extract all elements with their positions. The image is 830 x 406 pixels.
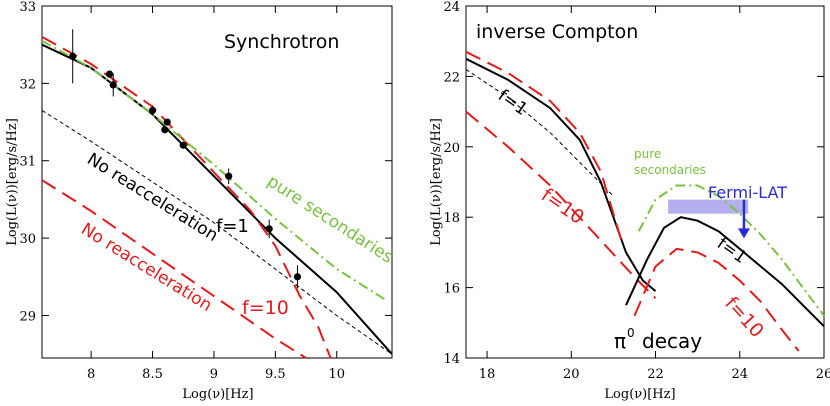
- ic-series-ic-f-1-no-reacceleration: [465, 68, 614, 197]
- left-axis-ticks: 8 8.5 9 9.5 10 29 30 31 32 33: [19, 0, 392, 382]
- ic-y-tick-label: 14: [443, 352, 460, 367]
- ic-x-tick-label: 18: [479, 367, 496, 382]
- ic-series--0-decay-f-10: [633, 247, 800, 352]
- label-f10-sync: f=10: [242, 297, 289, 319]
- left-x-axis-label: Log(ν)[Hz]: [182, 387, 253, 402]
- data-point: [105, 70, 114, 78]
- sync-x-tick-label: 8.5: [142, 367, 163, 382]
- sync-y-tick-label: 33: [19, 0, 36, 15]
- inverse-compton-panel: 18 20 22 24 26 14 16 18 20 22 24 inverse Compton f…: [429, 0, 830, 402]
- ic-y-tick-label: 22: [443, 70, 460, 85]
- ic-series--0-decay-f-1: [625, 216, 825, 328]
- fermi-lat-band: [668, 199, 749, 214]
- data-point: [225, 172, 233, 180]
- label-f10-ic: f=10: [537, 184, 588, 229]
- label-fermi-lat: Fermi-LAT: [708, 183, 787, 202]
- sync-series-no-reacceleration-f-10-: [41, 179, 307, 359]
- right-plot-frame: [465, 5, 825, 359]
- label-f1-sync: f=1: [216, 216, 249, 237]
- data-point: [161, 126, 169, 134]
- left-title: Synchrotron: [224, 31, 339, 53]
- sync-y-tick-label: 29: [19, 309, 36, 324]
- sync-series-f-10: [41, 36, 332, 359]
- right-series: [465, 50, 825, 352]
- left-plot-frame: [41, 5, 393, 359]
- ic-x-tick-label: 26: [816, 367, 830, 382]
- label-decay: decay: [642, 329, 702, 353]
- label-pure-ic: pure: [634, 147, 661, 161]
- ic-x-tick-label: 22: [647, 367, 664, 382]
- sync-x-tick-label: 10: [328, 367, 345, 382]
- label-pure-secondaries-sync: pure secondaries: [263, 171, 397, 267]
- fermi-arrow-head: [737, 228, 750, 239]
- label-secondaries-ic: secondaries: [634, 163, 706, 177]
- data-point: [293, 273, 302, 281]
- sync-y-tick-label: 30: [19, 232, 36, 247]
- ic-y-tick-label: 16: [443, 282, 460, 297]
- data-point: [163, 118, 171, 126]
- left-y-axis-label: Log(L(ν))[erg/s/Hz]: [5, 118, 20, 246]
- data-point: [109, 81, 117, 89]
- ic-series-pure-secondaries: [637, 184, 825, 317]
- sync-y-tick-label: 32: [19, 77, 36, 92]
- right-x-axis-label: Log(ν)[Hz]: [604, 387, 675, 402]
- label-pi-superscript: 0: [627, 326, 635, 340]
- data-point: [265, 225, 273, 233]
- ic-series-ic-f-10: [465, 50, 623, 243]
- left-series: [41, 36, 393, 359]
- data-point: [148, 106, 157, 115]
- right-y-axis-label: Log(L(ν))[erg/s/Hz]: [429, 118, 444, 246]
- right-axis-ticks: 18 20 22 24 26 14 16 18 20 22 24: [443, 0, 830, 382]
- data-point: [69, 52, 77, 60]
- ic-y-tick-label: 20: [443, 141, 460, 156]
- label-f10-pion: f=10: [720, 293, 768, 342]
- sync-series-f-1: [41, 43, 393, 355]
- sync-x-tick-label: 9: [210, 367, 218, 382]
- ic-x-tick-label: 20: [563, 367, 580, 382]
- ic-series-ic-f-1: [465, 57, 657, 292]
- label-pi: π: [614, 329, 626, 353]
- left-data-points: [69, 29, 302, 289]
- ic-x-tick-label: 24: [731, 367, 748, 382]
- right-title: inverse Compton: [476, 21, 638, 43]
- sync-x-tick-label: 8: [87, 367, 95, 382]
- sync-x-tick-label: 9.5: [265, 367, 286, 382]
- sync-series-no-reacceleration-f-1-: [41, 109, 393, 355]
- data-point: [179, 141, 187, 149]
- ic-y-tick-label: 24: [443, 0, 460, 15]
- ic-y-tick-label: 18: [443, 211, 460, 226]
- sync-y-tick-label: 31: [19, 155, 36, 170]
